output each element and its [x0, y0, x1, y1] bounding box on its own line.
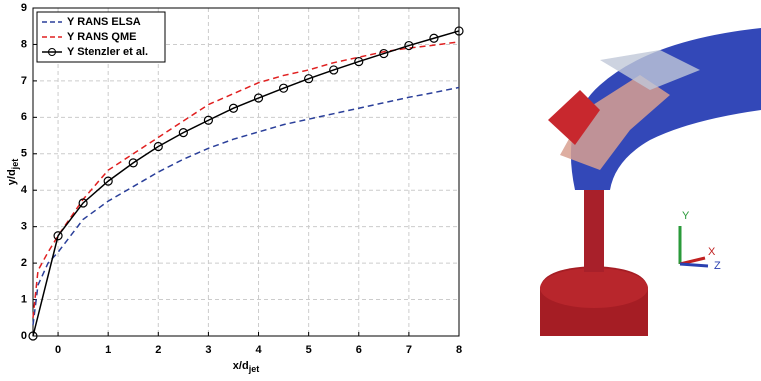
x-tick-label: 1 — [105, 344, 111, 356]
legend-label: Y RANS QME — [67, 31, 136, 43]
y-tick-label: 8 — [21, 38, 27, 50]
series-marker — [429, 33, 439, 43]
series-marker — [153, 141, 163, 152]
y-tick-label: 9 — [21, 2, 27, 14]
x-axis-title-main: x/d — [233, 360, 249, 372]
series-marker — [178, 128, 188, 138]
series-marker — [454, 26, 464, 36]
axis-z-label: Z — [714, 260, 721, 272]
x-axis-title-sub: jet — [248, 364, 260, 374]
series-marker — [203, 115, 214, 125]
render-3d: Y X Z — [540, 28, 761, 336]
series-marker — [404, 40, 414, 51]
nozzle-top — [540, 268, 648, 308]
series-marker — [253, 93, 264, 103]
series-marker — [379, 48, 389, 59]
series-marker — [228, 103, 239, 113]
x-axis-title: x/djet — [233, 360, 259, 374]
plume-arrows-warm — [560, 75, 670, 170]
nozzle-stem — [584, 180, 604, 272]
y-tick-label: 6 — [21, 111, 27, 123]
legend-label: Y Stenzler et al. — [67, 46, 148, 58]
y-tick-label: 2 — [21, 257, 27, 269]
legend-marker — [48, 48, 56, 56]
x-tick-label: 4 — [255, 344, 262, 356]
y-tick-label: 1 — [21, 293, 27, 305]
y-axis-title-main: y/d — [6, 169, 18, 185]
y-tick-label: 4 — [21, 184, 28, 196]
axis-x-label: X — [708, 246, 716, 258]
y-tick-label: 0 — [21, 330, 27, 342]
x-tick-label: 7 — [406, 344, 412, 356]
series-marker — [128, 158, 138, 168]
plume-arrows-grey — [600, 50, 700, 90]
series-marker — [28, 331, 38, 341]
x-tick-label: 8 — [456, 344, 462, 356]
x-tick-label: 2 — [155, 344, 161, 356]
y-tick-label: 3 — [21, 221, 27, 233]
y-axis-title: y/djet — [6, 159, 20, 185]
series-marker — [78, 198, 88, 208]
series-marker — [53, 231, 63, 241]
y-axis-title-sub: jet — [10, 159, 20, 171]
series-marker — [354, 56, 364, 67]
series-marker — [304, 74, 314, 84]
x-tick-label: 6 — [356, 344, 362, 356]
plot: 0 1 2 3 4 5 6 7 8 9 0 1 2 3 4 5 6 7 8 Y RANS ELSA Y RANS QME… — [21, 2, 464, 356]
legend-label: Y RANS ELSA — [67, 16, 141, 28]
series-marker — [329, 65, 339, 75]
plume — [570, 28, 761, 190]
plume-arrows-red — [548, 90, 600, 145]
x-tick-label: 3 — [205, 344, 211, 356]
plot-frame — [32, 7, 460, 337]
x-tick-label: 0 — [55, 344, 61, 356]
axis-z-arrow — [679, 262, 709, 268]
series-line — [32, 41, 460, 318]
axis-y-label: Y — [682, 210, 690, 222]
series-line — [32, 86, 460, 326]
y-tick-label: 7 — [21, 75, 27, 87]
series-marker — [103, 176, 113, 186]
x-tick-label: 5 — [306, 344, 312, 356]
series-marker — [278, 83, 289, 93]
y-tick-label: 5 — [21, 148, 27, 160]
